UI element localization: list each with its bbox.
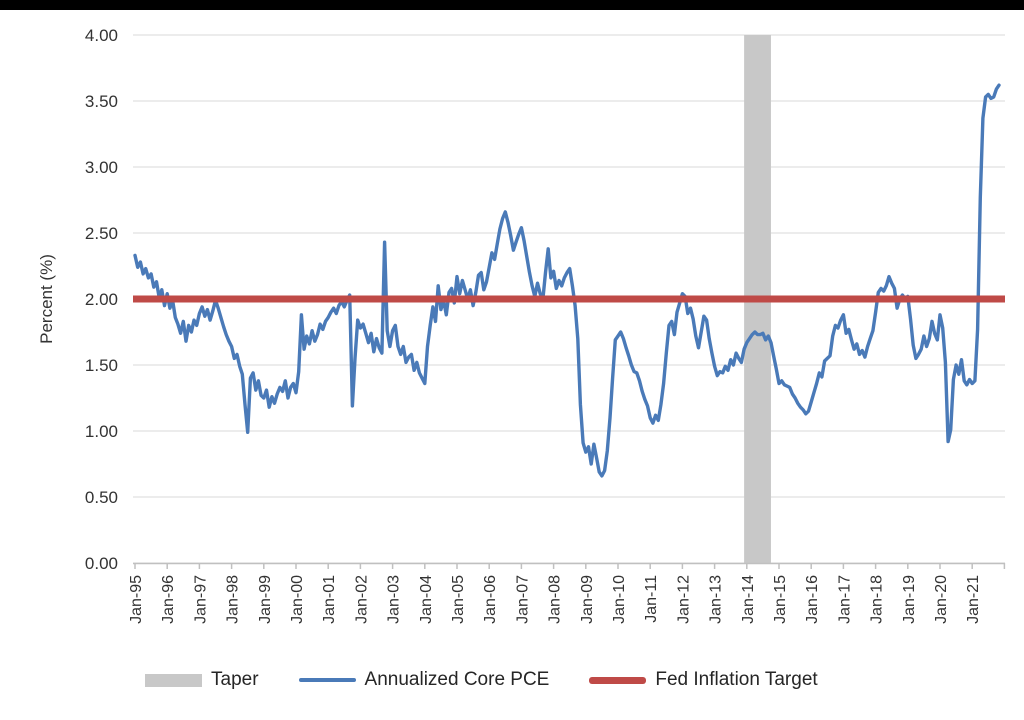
y-tick-label: 2.00: [85, 290, 118, 309]
x-tick-label: Jan-14: [740, 575, 757, 624]
x-tick-label: Jan-08: [547, 575, 564, 624]
y-tick-label: 0.50: [85, 488, 118, 507]
y-tick-label: 3.00: [85, 158, 118, 177]
legend-item-taper[interactable]: Taper: [145, 669, 259, 691]
x-tick-label: Jan-96: [160, 575, 177, 624]
y-tick-label: 3.50: [85, 92, 118, 111]
x-tick-label: Jan-12: [675, 575, 692, 624]
x-tick-label: Jan-98: [225, 575, 242, 624]
x-tick-label: Jan-19: [901, 575, 918, 624]
x-tick-label: Jan-04: [418, 575, 435, 624]
core-pce-legend-swatch: [298, 678, 356, 682]
x-tick-label: Jan-99: [257, 575, 274, 624]
x-tick-label: Jan-07: [514, 575, 531, 624]
x-tick-label: Jan-02: [353, 575, 370, 624]
x-tick-label: Jan-20: [933, 575, 950, 624]
y-tick-label: 1.50: [85, 356, 118, 375]
x-tick-label: Jan-18: [869, 575, 886, 624]
y-tick-label: 4.00: [85, 26, 118, 45]
legend-item-core-pce[interactable]: Annualized Core PCE: [298, 669, 550, 691]
x-tick-labels: Jan-95 Jan-96 Jan-97 Jan-98 Jan-99 Jan-00 Jan-…: [128, 575, 982, 624]
x-tick-label: Jan-97: [192, 575, 209, 624]
x-tick-label: Jan-11: [643, 575, 660, 623]
core-pce-line: [133, 83, 1001, 478]
taper-legend-swatch: [145, 673, 202, 687]
fed-target-legend-label: Fed Inflation Target: [655, 669, 818, 690]
y-axis-title: Percent (%): [37, 254, 56, 344]
x-tick-label: Jan-21: [965, 575, 982, 624]
x-tick-label: Jan-03: [386, 575, 403, 624]
core-pce-legend-label: Annualized Core PCE: [364, 669, 550, 690]
x-tick-label: Jan-10: [611, 575, 628, 624]
x-axis: [133, 562, 1006, 569]
y-tick-label: 0.00: [85, 554, 118, 573]
x-tick-label: Jan-13: [708, 575, 725, 624]
core-pce-polyline: [133, 83, 1001, 478]
x-tick-label: Jan-17: [836, 575, 853, 624]
x-tick-label: Jan-06: [482, 575, 499, 624]
y-tick-label: 2.50: [85, 224, 118, 243]
x-tick-label: Jan-16: [804, 575, 821, 624]
x-tick-label: Jan-95: [128, 575, 145, 624]
x-tick-label: Jan-05: [450, 575, 467, 624]
window-top-edge: [0, 0, 1024, 10]
taper-legend-label: Taper: [211, 669, 259, 690]
x-tick-label: Jan-15: [772, 575, 789, 624]
x-tick-label: Jan-01: [321, 575, 338, 624]
x-tick-label: Jan-00: [289, 575, 306, 624]
legend-item-fed-target[interactable]: Fed Inflation Target: [589, 669, 818, 691]
y-tick-label: 1.00: [85, 422, 118, 441]
y-tick-labels: 0.00 0.50 1.00 1.50 2.00 2.50 3.00 3.50 4.00: [85, 26, 118, 573]
fed-target-legend-swatch: [589, 676, 647, 684]
x-tick-label: Jan-09: [579, 575, 596, 624]
legend: Taper Annualized Core PCE Fed Inflation …: [145, 669, 818, 691]
